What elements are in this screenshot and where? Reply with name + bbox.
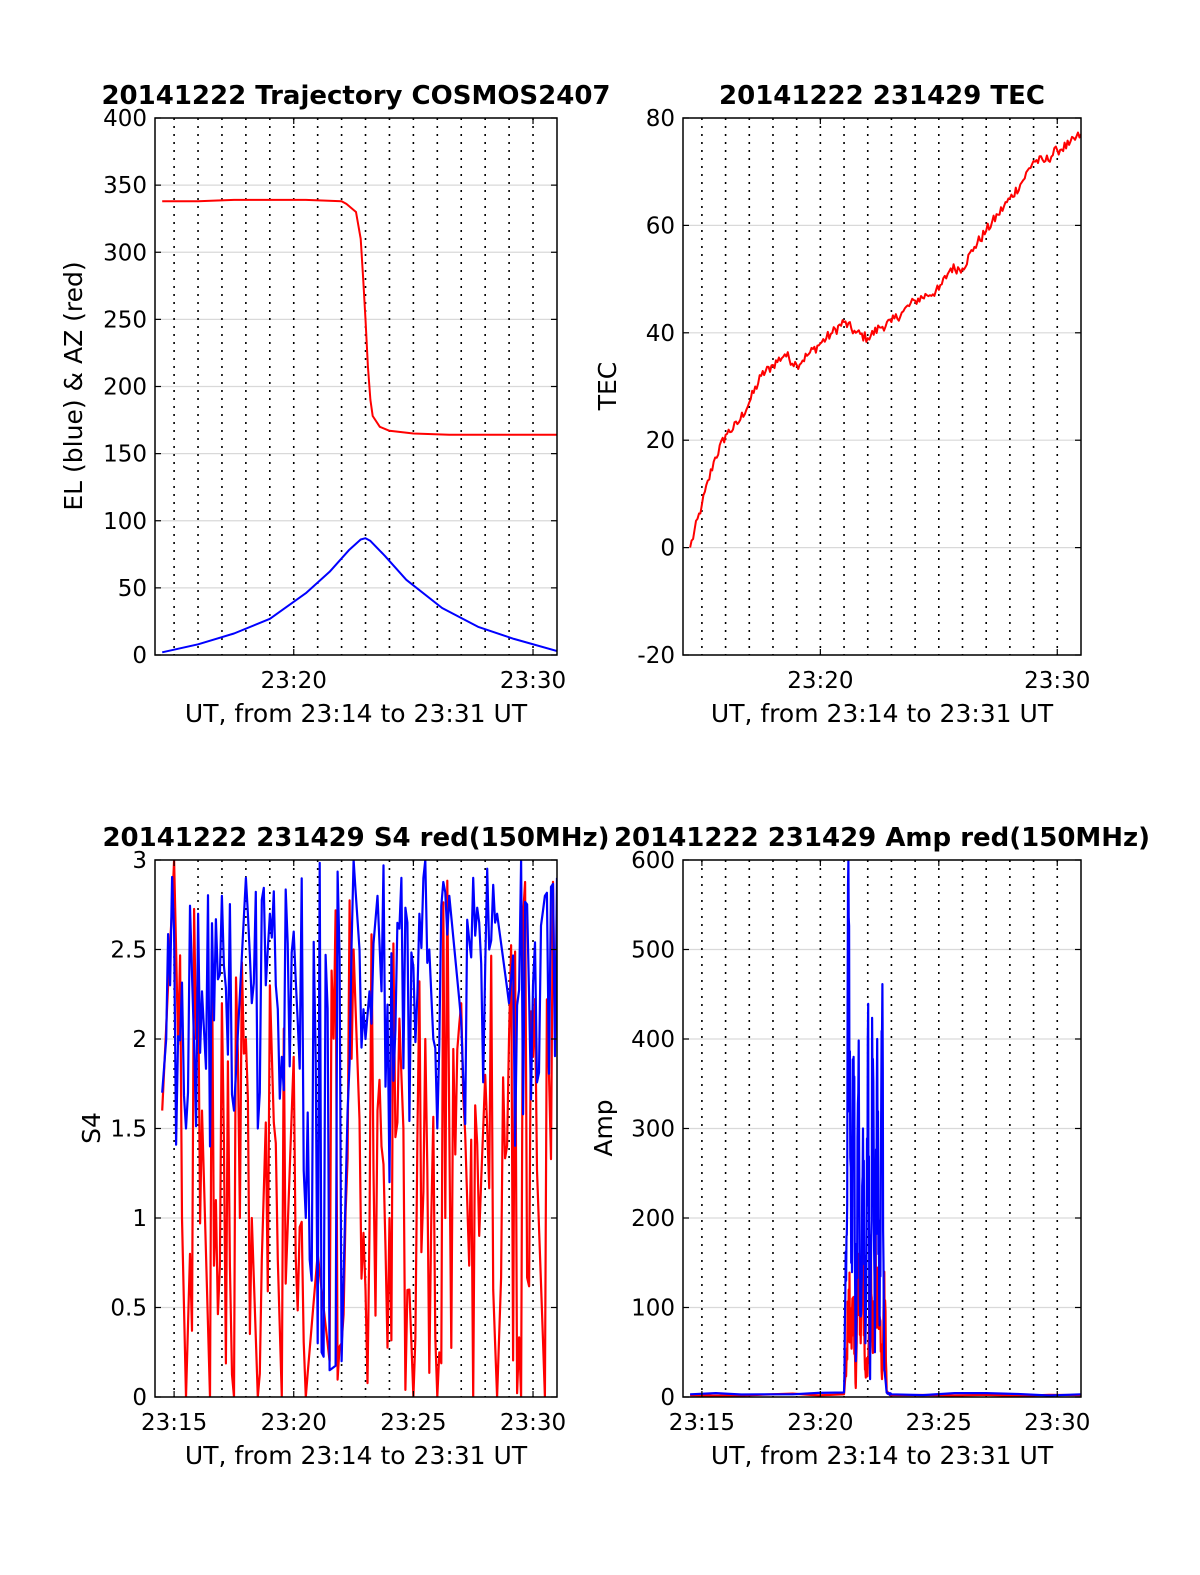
x-tick-label: 23:30 xyxy=(500,668,566,694)
y-tick-label: 2.5 xyxy=(110,938,147,964)
y-tick-label: 300 xyxy=(103,240,147,266)
axes-background xyxy=(683,118,1081,655)
x-tick-label: 23:30 xyxy=(500,1410,566,1436)
plot-area-1: -20 0 20 40 60 80 23:20 23:30 xyxy=(637,106,1090,694)
x-axis-label: UT, from 23:14 to 23:31 UT xyxy=(711,1441,1054,1470)
series-line xyxy=(161,537,557,654)
series-group xyxy=(690,860,1081,1397)
y-tick-label: -20 xyxy=(637,643,675,669)
x-tick-label: 23:15 xyxy=(141,1410,207,1436)
series-line xyxy=(162,198,557,436)
y-axis-label: TEC xyxy=(593,362,622,412)
y-tick-label: 100 xyxy=(631,1296,675,1322)
y-tick-label: 400 xyxy=(631,1027,675,1053)
y-tick-label: 0 xyxy=(132,1385,147,1411)
y-tick-label: 600 xyxy=(631,848,675,874)
y-tick-label: 50 xyxy=(118,576,147,602)
y-tick-label: 300 xyxy=(631,1117,675,1143)
y-tick-label: 80 xyxy=(646,106,675,132)
panel-tec: 20141222 231429 TEC TEC UT, from 23:14 t… xyxy=(593,81,1054,728)
plot-area-3: 0 100 200 300 400 500 600 23:15 23:20 23:25 23:30 xyxy=(631,848,1090,1436)
y-tick-label: 1.5 xyxy=(110,1117,147,1143)
y-tick-label: 0 xyxy=(132,643,147,669)
x-tick-label: 23:25 xyxy=(906,1410,972,1436)
series-group xyxy=(161,860,557,1397)
series-line xyxy=(689,131,1081,548)
panel-title: 20141222 231429 TEC xyxy=(719,81,1045,111)
y-tick-label: 3 xyxy=(132,848,147,874)
y-tick-label: 0.5 xyxy=(110,1296,147,1322)
panel-amp: 20141222 231429 Amp red(150MHz) Amp UT, … xyxy=(589,823,1150,1470)
x-tick-label: 23:20 xyxy=(261,668,327,694)
y-tick-label: 20 xyxy=(646,428,675,454)
x-tick-label: 23:20 xyxy=(261,1410,327,1436)
y-tick-label: 200 xyxy=(103,375,147,401)
y-axis-label: S4 xyxy=(77,1112,106,1144)
y-axis-label: EL (blue) & AZ (red) xyxy=(59,261,88,510)
y-tick-label: 100 xyxy=(103,509,147,535)
plot-area-0: 0 50 100 150 200 250 300 350 400 23:20 23:30 xyxy=(103,106,566,694)
series-group xyxy=(161,198,557,654)
y-tick-label: 500 xyxy=(631,938,675,964)
axes-frame xyxy=(682,117,1082,656)
x-tick-label: 23:25 xyxy=(380,1410,446,1436)
x-tick-label: 23:20 xyxy=(787,1410,853,1436)
x-tick-label: 23:15 xyxy=(669,1410,735,1436)
x-axis-label: UT, from 23:14 to 23:31 UT xyxy=(185,1441,528,1470)
panel-s4: 20141222 231429 S4 red(150MHz) S4 UT, fr… xyxy=(77,823,610,1470)
series-line xyxy=(161,860,557,1372)
plot-area-2: 0 0.5 1 1.5 2 2.5 3 23:15 23:20 23:25 23:30 xyxy=(110,848,566,1436)
x-axis-label: UT, from 23:14 to 23:31 UT xyxy=(185,699,528,728)
y-tick-label: 150 xyxy=(103,442,147,468)
y-tick-label: 2 xyxy=(132,1027,147,1053)
y-tick-label: 60 xyxy=(646,213,675,239)
y-tick-label: 40 xyxy=(646,321,675,347)
panel-title: 20141222 231429 S4 red(150MHz) xyxy=(102,823,609,853)
y-axis-label: Amp xyxy=(589,1099,618,1156)
x-tick-label: 23:30 xyxy=(1024,1410,1090,1436)
y-tick-label: 0 xyxy=(660,1385,675,1411)
y-tick-label: 350 xyxy=(103,173,147,199)
y-tick-label: 1 xyxy=(132,1206,147,1232)
panel-title: 20141222 231429 Amp red(150MHz) xyxy=(614,823,1150,853)
y-tick-label: 400 xyxy=(103,106,147,132)
x-axis-label: UT, from 23:14 to 23:31 UT xyxy=(711,699,1054,728)
y-tick-label: 0 xyxy=(660,536,675,562)
x-tick-label: 23:30 xyxy=(1024,668,1090,694)
series-group xyxy=(689,131,1081,548)
y-tick-label: 250 xyxy=(103,307,147,333)
panel-trajectory: 20141222 Trajectory COSMOS2407 EL (blue)… xyxy=(59,81,611,728)
series-line xyxy=(690,860,1081,1397)
series-line xyxy=(161,860,557,1397)
x-tick-label: 23:20 xyxy=(787,668,853,694)
y-tick-label: 200 xyxy=(631,1206,675,1232)
panel-title: 20141222 Trajectory COSMOS2407 xyxy=(101,81,610,111)
